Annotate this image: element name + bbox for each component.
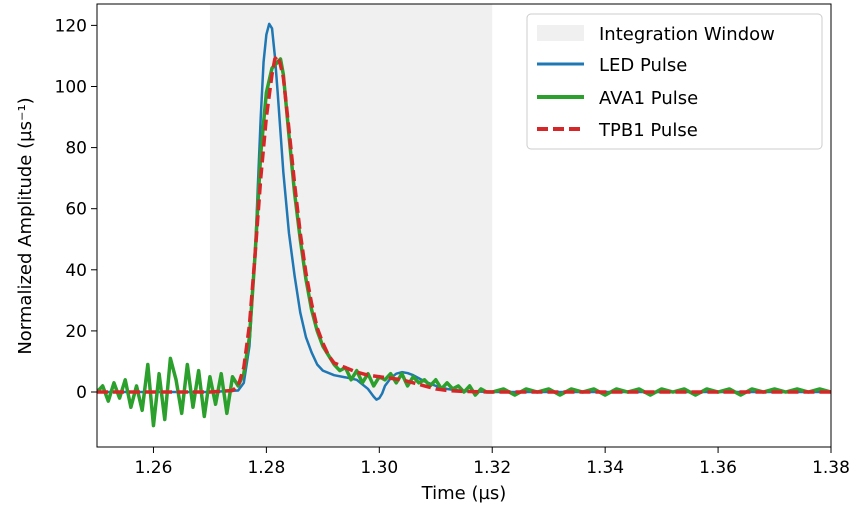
series-line-led-pulse bbox=[97, 22, 831, 401]
y-tick-label: 80 bbox=[65, 139, 87, 159]
y-tick-label: 100 bbox=[55, 77, 87, 97]
series-line-tpb1-pulse bbox=[97, 54, 831, 394]
legend-box bbox=[526, 13, 823, 150]
legend-label-ava1-pulse: AVA1 Pulse bbox=[599, 88, 698, 109]
plot-frame bbox=[96, 3, 832, 448]
series-line-ava1-pulse bbox=[97, 57, 831, 428]
x-tick-label: 1.32 bbox=[473, 458, 511, 478]
legend-label-tpb1-pulse: TPB1 Pulse bbox=[598, 120, 698, 141]
x-tick-label: 1.38 bbox=[812, 458, 850, 478]
legend: Integration Window LED Pulse AVA1 Pulse … bbox=[526, 13, 823, 150]
x-tick-label: 1.36 bbox=[699, 458, 737, 478]
x-tick-label: 1.34 bbox=[586, 458, 624, 478]
x-tick-label: 1.30 bbox=[360, 458, 398, 478]
x-tick-label: 1.26 bbox=[135, 458, 173, 478]
y-tick-label: 20 bbox=[65, 322, 87, 342]
series-layer bbox=[97, 22, 831, 428]
y-tick-label: 120 bbox=[55, 16, 87, 36]
y-axis-label: Normalized Amplitude (µs⁻¹) bbox=[15, 97, 36, 354]
y-tick-label: 40 bbox=[65, 261, 87, 281]
x-axis-label: Time (µs) bbox=[421, 483, 507, 504]
legend-label-integration-window: Integration Window bbox=[599, 24, 775, 45]
legend-swatch-integration-window bbox=[537, 25, 584, 41]
x-tick-label: 1.28 bbox=[247, 458, 285, 478]
y-tick-label: 60 bbox=[65, 200, 87, 220]
legend-label-led-pulse: LED Pulse bbox=[599, 55, 687, 76]
y-tick-label: 0 bbox=[76, 383, 87, 403]
x-axis-ticks: 1.26 1.28 1.30 1.32 1.34 1.36 1.38 bbox=[135, 447, 850, 478]
y-axis-ticks: 0 20 40 60 80 100 120 bbox=[55, 16, 97, 403]
